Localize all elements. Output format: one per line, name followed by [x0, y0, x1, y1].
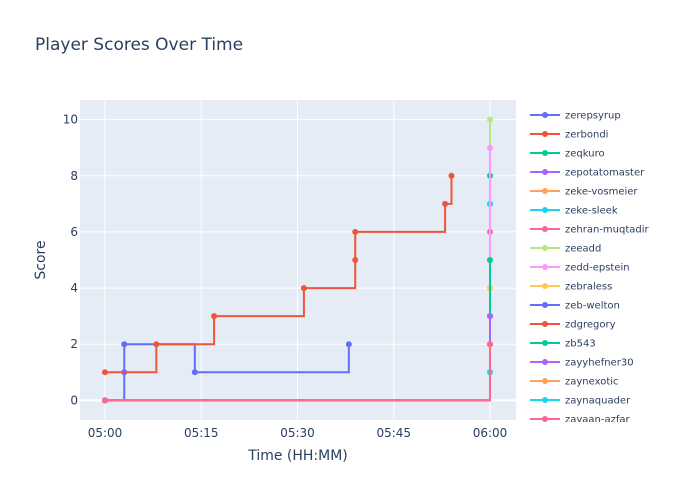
y-tick-label: 8	[70, 169, 78, 183]
legend-label: zebraless	[565, 282, 612, 293]
legend-swatch-marker	[542, 302, 548, 308]
legend-swatch-marker	[542, 397, 548, 403]
legend-item[interactable]: zayaan-azfar	[530, 415, 631, 426]
legend-label: zeqkuro	[565, 149, 605, 160]
series-line	[105, 344, 491, 402]
data-point	[153, 341, 160, 348]
y-tick-label: 4	[70, 281, 78, 295]
series-zerbondi	[102, 172, 455, 376]
data-point	[300, 285, 307, 292]
legend-swatch-marker	[542, 416, 548, 422]
legend-label: zaynaquader	[565, 396, 631, 407]
legend-item[interactable]: zb543	[530, 339, 596, 350]
legend-item[interactable]: zebraless	[530, 282, 612, 293]
legend-swatch-marker	[542, 378, 548, 384]
legend-swatch-marker	[542, 245, 548, 251]
legend-label: zdgregory	[565, 320, 616, 331]
legend-swatch-marker	[542, 321, 548, 327]
legend-label: zeb-welton	[565, 301, 620, 312]
data-point	[487, 341, 493, 348]
legend-label: zayaan-azfar	[565, 415, 631, 426]
legend-swatch-marker	[542, 169, 548, 175]
legend-item[interactable]: zeeadd	[530, 244, 601, 255]
legend-label: zepotatomaster	[565, 168, 645, 179]
data-point	[487, 116, 493, 123]
x-tick-label: 05:15	[184, 426, 219, 440]
legend-swatch-marker	[542, 264, 548, 270]
legend-label: zeke-vosmeier	[565, 187, 638, 198]
legend-swatch-marker	[542, 131, 548, 137]
legend-item[interactable]: zeke-vosmeier	[530, 187, 638, 198]
legend-label: zeeadd	[565, 244, 601, 255]
data-point	[448, 172, 455, 179]
x-axis-title: Time (HH:MM)	[247, 448, 348, 464]
legend-swatch-marker	[542, 188, 548, 194]
legend-label: zerbondi	[565, 130, 608, 141]
legend-swatch-marker	[542, 340, 548, 346]
legend-item[interactable]: zayyhefner30	[530, 358, 634, 369]
legend-swatch-marker	[542, 226, 548, 232]
tick-layer: 05:00 05:15 05:30 05:45 06:00 0 2 4 6 8 10	[63, 113, 508, 440]
legend-swatch-marker	[542, 150, 548, 156]
legend-item[interactable]: zerbondi	[530, 130, 608, 141]
y-tick-label: 10	[63, 113, 78, 127]
y-tick-label: 6	[70, 225, 78, 239]
legend-label: zayyhefner30	[565, 358, 634, 369]
data-point	[211, 313, 218, 320]
legend-item[interactable]: zeqkuro	[530, 149, 605, 160]
legend-label: zedd-epstein	[565, 263, 630, 274]
legend-label: zehran-muqtadir	[565, 225, 650, 236]
data-point	[352, 228, 359, 235]
legend-item[interactable]: zehran-muqtadir	[530, 225, 650, 236]
legend-label: zerepsyrup	[565, 111, 621, 122]
legend-item[interactable]: zeb-welton	[530, 301, 620, 312]
legend-label: zb543	[565, 339, 596, 350]
series-layer	[102, 116, 493, 404]
data-point	[352, 257, 359, 263]
legend-swatch-marker	[542, 283, 548, 289]
data-point	[102, 397, 108, 404]
legend-item[interactable]: zdgregory	[530, 320, 616, 331]
x-tick-label: 05:30	[280, 426, 315, 440]
legend-label: zaynexotic	[565, 377, 619, 388]
legend-item[interactable]: zedd-epstein	[530, 263, 630, 274]
data-point	[487, 313, 493, 320]
data-point	[487, 257, 493, 263]
series-zayaan-azfar	[102, 341, 493, 404]
data-point	[121, 341, 128, 348]
data-point	[345, 341, 352, 348]
legend-item[interactable]: zeke-sleek	[530, 206, 618, 217]
legend-swatch-marker	[542, 207, 548, 213]
legend-item[interactable]: zaynaquader	[530, 396, 631, 407]
data-point	[487, 144, 493, 151]
x-tick-label: 06:00	[473, 426, 508, 440]
legend-label: zeke-sleek	[565, 206, 618, 217]
y-tick-label: 0	[70, 393, 78, 407]
data-point	[102, 369, 108, 376]
series-line	[105, 175, 453, 374]
y-axis-title: Score	[33, 240, 49, 279]
x-tick-label: 05:00	[88, 426, 123, 440]
legend-swatch-marker	[542, 112, 548, 118]
legend[interactable]: zerepsyrup zerbondi zeqkuro zepotatomaster z…	[530, 111, 650, 426]
chart-title: Player Scores Over Time	[35, 35, 243, 55]
data-point	[191, 369, 198, 376]
legend-item[interactable]: zepotatomaster	[530, 168, 645, 179]
data-point	[442, 200, 449, 207]
legend-swatch-marker	[542, 359, 548, 365]
legend-item[interactable]: zaynexotic	[530, 377, 619, 388]
legend-item[interactable]: zerepsyrup	[530, 111, 621, 122]
y-tick-label: 2	[70, 337, 78, 351]
x-tick-label: 05:45	[376, 426, 411, 440]
